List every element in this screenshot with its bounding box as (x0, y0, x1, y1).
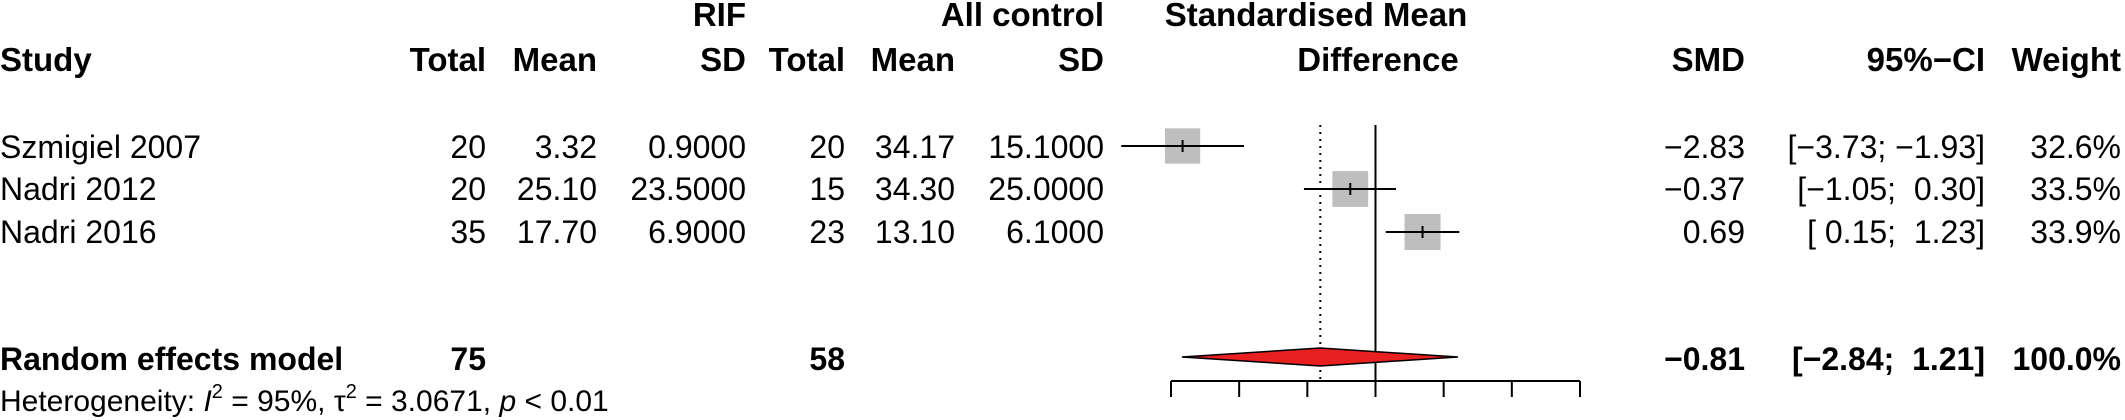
pooled-name: Random effects model (0, 341, 343, 377)
study-name: Szmigiel 2007 (0, 129, 201, 165)
plot-title-line-1: Standardised Mean (1165, 0, 1468, 33)
exp-total: 20 (450, 171, 486, 207)
header-ctrl-mean: Mean (871, 41, 955, 78)
weight-value: 33.9% (2030, 214, 2121, 250)
smd-value: −2.83 (1664, 129, 1745, 165)
het-prefix: Heterogeneity: (0, 385, 203, 418)
study-name: Nadri 2016 (0, 214, 157, 250)
header-ctrl-sd: SD (1058, 41, 1104, 78)
group-header-control: All control (941, 0, 1104, 33)
plot-title-line-2: Difference (1297, 41, 1458, 78)
ctrl-sd: 15.1000 (988, 129, 1104, 165)
pooled-row: Random effects model 75 58 −0.81 [−2.84;… (0, 341, 2121, 377)
het-tau-sup: 2 (346, 381, 357, 403)
pooled-smd: −0.81 (1664, 341, 1745, 377)
pooled-diamond (1181, 347, 1459, 367)
study-row: Szmigiel 2007 20 3.32 0.9000 20 34.17 15… (0, 129, 2121, 165)
header-weight: Weight (2012, 41, 2121, 78)
exp-sd: 0.9000 (648, 129, 746, 165)
exp-total: 35 (450, 214, 486, 250)
header-study: Study (0, 41, 92, 78)
het-tau-value: = 3.0671, (357, 385, 500, 418)
pooled-ctrl-total: 58 (809, 341, 845, 377)
header-ctrl-total: Total (769, 41, 845, 78)
exp-mean: 17.70 (517, 214, 597, 250)
header-smd: SMD (1672, 41, 1745, 78)
ctrl-total: 20 (809, 129, 845, 165)
het-sup: 2 (212, 381, 223, 403)
column-headers: RIF All control Standardised Mean Study … (0, 0, 2121, 78)
het-i2-value: = 95%, (223, 385, 334, 418)
header-exp-total: Total (410, 41, 486, 78)
het-p-symbol: p (498, 385, 516, 418)
exp-sd: 23.5000 (630, 171, 746, 207)
exp-total: 20 (450, 129, 486, 165)
ci-value: [−3.73; −1.93] (1788, 129, 1986, 165)
ctrl-mean: 13.10 (875, 214, 955, 250)
smd-value: 0.69 (1683, 214, 1745, 250)
ctrl-total: 23 (809, 214, 845, 250)
exp-mean: 3.32 (535, 129, 597, 165)
exp-mean: 25.10 (517, 171, 597, 207)
study-row: Nadri 2016 35 17.70 6.9000 23 13.10 6.10… (0, 214, 2121, 250)
ctrl-total: 15 (809, 171, 845, 207)
pooled-weight: 100.0% (2012, 341, 2121, 377)
study-row: Nadri 2012 20 25.10 23.5000 15 34.30 25.… (0, 171, 2121, 207)
het-i2-symbol: I (203, 385, 211, 418)
exp-sd: 6.9000 (648, 214, 746, 250)
ctrl-sd: 25.0000 (988, 171, 1104, 207)
ctrl-sd: 6.1000 (1006, 214, 1104, 250)
pooled-ci: [−2.84; 1.21] (1792, 341, 1985, 377)
header-ci: 95%−CI (1867, 41, 1985, 78)
het-p-value: < 0.01 (516, 385, 609, 418)
weight-value: 32.6% (2030, 129, 2121, 165)
heterogeneity-text: Heterogeneity: I2 = 95%, τ2 = 3.0671, p … (0, 381, 609, 418)
smd-value: −0.37 (1664, 171, 1745, 207)
group-header-experimental: RIF (693, 0, 746, 33)
ci-value: [−1.05; 0.30] (1797, 171, 1985, 207)
header-exp-mean: Mean (513, 41, 597, 78)
header-exp-sd: SD (700, 41, 746, 78)
ci-value: [ 0.15; 1.23] (1807, 214, 1985, 250)
study-name: Nadri 2012 (0, 171, 157, 207)
forest-marks (1121, 125, 1581, 397)
ctrl-mean: 34.17 (875, 129, 955, 165)
het-tau-symbol: τ (334, 385, 346, 418)
pooled-exp-total: 75 (450, 341, 486, 377)
weight-value: 33.5% (2030, 171, 2121, 207)
ctrl-mean: 34.30 (875, 171, 955, 207)
